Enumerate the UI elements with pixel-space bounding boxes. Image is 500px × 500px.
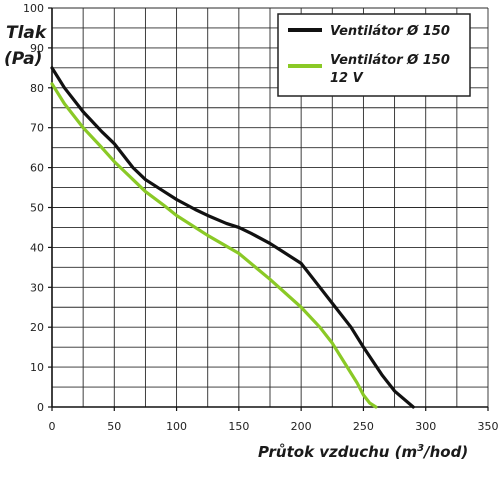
x-tick-label: 250 — [353, 420, 374, 433]
y-tick-label: 90 — [30, 42, 44, 55]
x-tick-label: 100 — [166, 420, 187, 433]
x-tick-label: 50 — [107, 420, 121, 433]
x-tick-label: 150 — [228, 420, 249, 433]
y-axis-title-line1: Tlak — [6, 23, 48, 43]
y-axis-title-line2: (Pa) — [4, 49, 42, 69]
x-axis-ticks: 0 50 100 150 200 250 300 350 — [49, 407, 499, 433]
y-tick-label: 30 — [30, 281, 44, 294]
series-line-1 — [50, 66, 415, 409]
x-tick-label: 300 — [415, 420, 436, 433]
y-tick-label: 0 — [37, 401, 44, 414]
legend-label-series-1: Ventilátor Ø 150 — [330, 24, 450, 39]
y-tick-label: 10 — [30, 361, 44, 374]
series-line-2 — [50, 82, 378, 409]
x-axis-title-sup: 3 — [417, 443, 424, 454]
y-tick-label: 60 — [30, 162, 44, 175]
legend-label-series-2-line2: 12 V — [330, 71, 364, 86]
legend-box — [277, 13, 471, 97]
x-tick-label: 200 — [291, 420, 312, 433]
x-tick-label: 0 — [49, 420, 56, 433]
x-axis-title: Průtok vzduchu (m3/hod) — [258, 443, 468, 461]
x-axis-title-end: /hod) — [422, 443, 468, 461]
y-tick-label: 50 — [30, 202, 44, 215]
legend-label-series-2: Ventilátor Ø 150 — [330, 53, 450, 68]
y-axis-ticks: 0 10 20 30 40 50 60 70 80 90 100 — [23, 2, 52, 414]
legend: Ventilátor Ø 150 Ventilátor Ø 150 12 V — [277, 13, 471, 97]
y-tick-label: 70 — [30, 122, 44, 135]
y-tick-label: 80 — [30, 82, 44, 95]
chart-series — [50, 66, 415, 409]
x-tick-label: 350 — [478, 420, 499, 433]
y-tick-label: 100 — [23, 2, 44, 15]
x-axis-title-main: Průtok vzduchu (m — [258, 443, 417, 461]
y-tick-label: 40 — [30, 241, 44, 254]
y-tick-label: 20 — [30, 321, 44, 334]
